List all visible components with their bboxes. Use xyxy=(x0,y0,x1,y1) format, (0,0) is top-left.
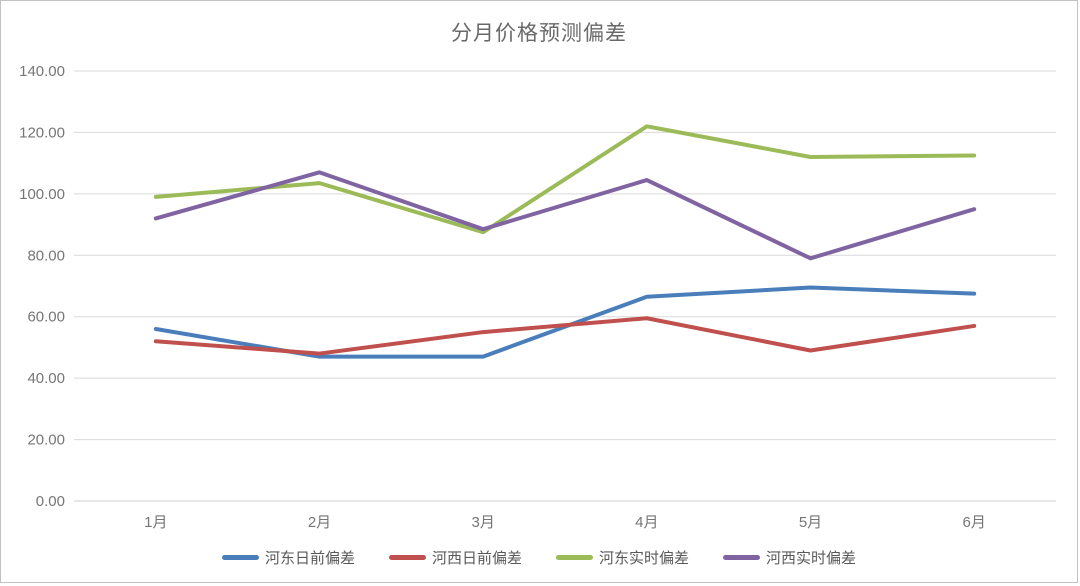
legend: 河东日前偏差 河西日前偏差 河东实时偏差 河西实时偏差 xyxy=(1,547,1077,568)
y-tick-label: 120.00 xyxy=(19,124,65,141)
y-tick-label: 60.00 xyxy=(27,309,65,326)
legend-item-3: 河西实时偏差 xyxy=(723,547,856,568)
x-tick-label: 2月 xyxy=(308,514,331,531)
legend-label: 河东实时偏差 xyxy=(599,550,690,567)
legend-item-2: 河东实时偏差 xyxy=(556,547,689,568)
legend-line-swatch xyxy=(221,555,259,560)
legend-label: 河西实时偏差 xyxy=(766,550,857,567)
y-tick-label: 100.00 xyxy=(19,186,65,203)
y-tick-label: 20.00 xyxy=(27,432,65,449)
legend-item-1: 河西日前偏差 xyxy=(388,547,522,568)
y-tick-label: 0.00 xyxy=(36,493,65,510)
x-tick-label: 3月 xyxy=(471,514,494,531)
series-line-2 xyxy=(153,124,977,235)
x-tick-label: 4月 xyxy=(635,514,658,531)
legend-line-swatch xyxy=(723,555,761,560)
series-line-3 xyxy=(153,170,977,261)
x-tick-label: 1月 xyxy=(144,514,167,531)
y-tick-label: 140.00 xyxy=(19,63,65,80)
x-tick-label: 6月 xyxy=(962,514,985,531)
series-line-1 xyxy=(153,316,977,356)
y-tick-label: 40.00 xyxy=(27,370,65,387)
y-tick-label: 80.00 xyxy=(27,247,65,264)
legend-item-0: 河东日前偏差 xyxy=(221,547,355,568)
legend-label: 河东日前偏差 xyxy=(264,550,355,567)
legend-line-swatch xyxy=(556,555,593,560)
legend-line-swatch xyxy=(388,555,426,560)
x-tick-label: 5月 xyxy=(799,514,822,531)
legend-label: 河西日前偏差 xyxy=(431,550,522,567)
chart-title: 分月价格预测偏差 xyxy=(451,22,627,45)
